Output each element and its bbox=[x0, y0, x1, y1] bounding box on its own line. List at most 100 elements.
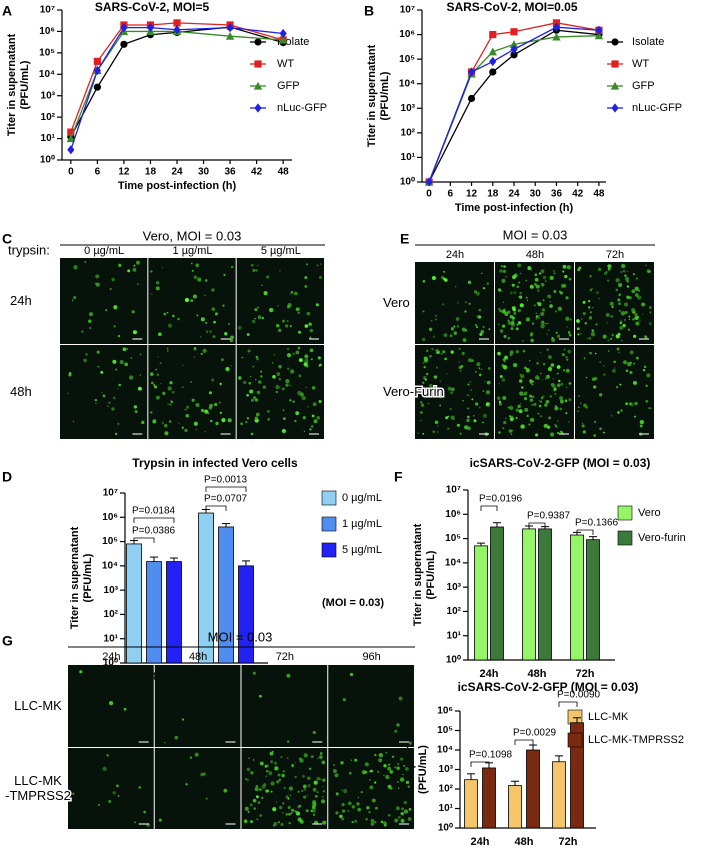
cell-fluorescence bbox=[195, 402, 200, 408]
cell-fluorescence bbox=[429, 383, 433, 388]
cell-fluorescence bbox=[515, 416, 518, 419]
cell-fluorescence bbox=[510, 433, 513, 436]
cell-fluorescence bbox=[309, 428, 312, 431]
cell-fluorescence bbox=[135, 260, 141, 265]
cell-fluorescence bbox=[275, 323, 280, 328]
cell-fluorescence bbox=[405, 780, 410, 784]
cell-fluorescence bbox=[149, 372, 154, 376]
cell-fluorescence bbox=[318, 275, 323, 280]
bar bbox=[570, 534, 584, 661]
cell-fluorescence bbox=[478, 308, 482, 312]
cell-fluorescence bbox=[263, 783, 267, 787]
cell-fluorescence bbox=[439, 380, 441, 382]
cell-fluorescence bbox=[508, 429, 513, 433]
cell-fluorescence bbox=[270, 790, 273, 793]
cell-fluorescence bbox=[558, 379, 561, 383]
marker bbox=[552, 22, 561, 32]
cell-fluorescence bbox=[278, 364, 282, 369]
cell-fluorescence bbox=[646, 373, 651, 378]
cell-fluorescence bbox=[519, 391, 524, 396]
cell-fluorescence bbox=[291, 764, 295, 767]
cell-fluorescence bbox=[407, 817, 412, 821]
cell-fluorescence bbox=[642, 313, 644, 315]
cell-fluorescence bbox=[357, 807, 361, 812]
cell-fluorescence bbox=[408, 741, 412, 745]
marker bbox=[489, 30, 497, 39]
cell-fluorescence bbox=[256, 358, 259, 361]
cell-fluorescence bbox=[366, 805, 370, 810]
cell-fluorescence bbox=[589, 275, 592, 278]
cell-fluorescence bbox=[85, 353, 88, 356]
cell-fluorescence bbox=[271, 750, 274, 753]
cell-fluorescence bbox=[319, 778, 322, 781]
cell-fluorescence bbox=[540, 415, 543, 418]
p-value: P=0.0196 bbox=[479, 494, 523, 505]
cell-fluorescence bbox=[277, 821, 280, 824]
cell-fluorescence bbox=[273, 821, 278, 826]
p-value: P=0.0707 bbox=[204, 494, 248, 505]
cell-fluorescence bbox=[306, 794, 309, 797]
legend-label: nLuc-GFP bbox=[632, 102, 682, 114]
cell-fluorescence bbox=[385, 751, 388, 754]
cell-fluorescence bbox=[163, 423, 168, 428]
cell-fluorescence bbox=[371, 798, 376, 803]
cell-fluorescence bbox=[191, 398, 195, 402]
cell-fluorescence bbox=[435, 315, 437, 317]
cell-fluorescence bbox=[168, 420, 172, 423]
cell-fluorescence bbox=[294, 762, 296, 764]
cell-fluorescence bbox=[599, 427, 602, 430]
cell-fluorescence bbox=[289, 794, 292, 796]
cell-fluorescence bbox=[593, 376, 598, 381]
cell-fluorescence bbox=[625, 276, 630, 281]
bracket bbox=[528, 522, 546, 528]
cell-fluorescence bbox=[266, 410, 270, 413]
cell-fluorescence bbox=[402, 773, 404, 776]
cell-fluorescence bbox=[625, 402, 628, 406]
cell-fluorescence bbox=[194, 752, 199, 757]
cell-fluorescence bbox=[540, 269, 545, 274]
cell-fluorescence bbox=[72, 792, 75, 795]
cell-fluorescence bbox=[158, 818, 162, 822]
cell-fluorescence bbox=[349, 672, 354, 677]
cell-fluorescence bbox=[639, 424, 643, 428]
cell-fluorescence bbox=[204, 409, 209, 414]
cell-fluorescence bbox=[68, 372, 72, 375]
cell-fluorescence bbox=[645, 399, 649, 403]
cell-fluorescence bbox=[117, 334, 121, 338]
cell-fluorescence bbox=[476, 362, 481, 367]
cell-fluorescence bbox=[442, 303, 445, 306]
cell-fluorescence bbox=[462, 399, 464, 402]
cell-fluorescence bbox=[243, 819, 248, 824]
cell-fluorescence bbox=[193, 421, 198, 426]
cell-fluorescence bbox=[332, 769, 337, 773]
cell-fluorescence bbox=[580, 402, 582, 404]
cell-fluorescence bbox=[302, 415, 307, 420]
cell-fluorescence bbox=[396, 766, 400, 770]
legend-label: LLC-MK-TMPRSS2 bbox=[588, 734, 684, 746]
cell-fluorescence bbox=[562, 264, 567, 269]
cell-fluorescence bbox=[420, 411, 423, 414]
cell-fluorescence bbox=[139, 374, 141, 376]
y-tick-label: 10⁴ bbox=[445, 557, 461, 568]
cell-fluorescence bbox=[261, 796, 264, 800]
cell-fluorescence bbox=[369, 785, 374, 790]
cell-fluorescence bbox=[565, 368, 570, 373]
cell-fluorescence bbox=[559, 407, 563, 411]
cell-fluorescence bbox=[72, 420, 75, 422]
legend-marker bbox=[253, 81, 263, 90]
cell-fluorescence bbox=[525, 279, 528, 282]
cell-fluorescence bbox=[568, 398, 572, 402]
cell-fluorescence bbox=[396, 723, 400, 727]
cell-fluorescence bbox=[341, 803, 345, 807]
cell-fluorescence bbox=[400, 812, 404, 816]
cell-fluorescence bbox=[397, 781, 399, 783]
cell-fluorescence bbox=[594, 420, 597, 423]
cell-fluorescence bbox=[557, 420, 559, 422]
column-label: 1 µg/mL bbox=[173, 245, 213, 257]
cell-fluorescence bbox=[565, 316, 570, 321]
cell-fluorescence bbox=[270, 781, 275, 786]
cell-fluorescence bbox=[109, 287, 112, 291]
cell-fluorescence bbox=[380, 820, 384, 824]
cell-fluorescence bbox=[512, 308, 516, 312]
cell-fluorescence bbox=[519, 303, 524, 308]
